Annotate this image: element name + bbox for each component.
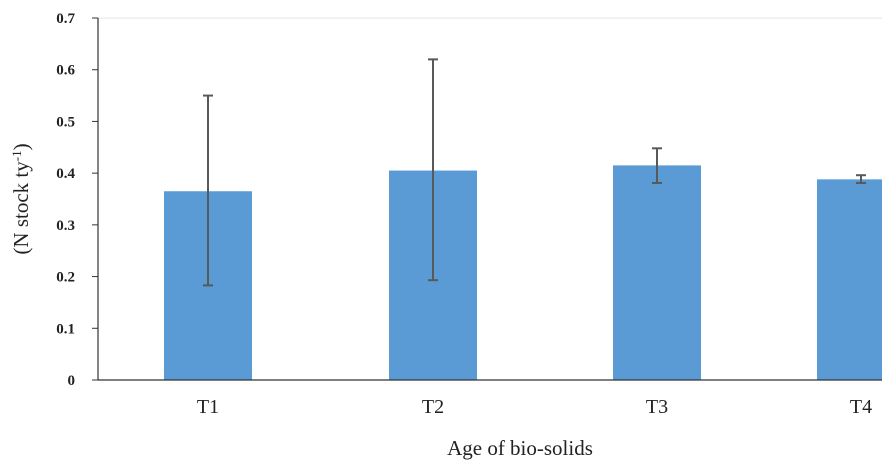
bar-t4: [817, 179, 882, 380]
error-bars-group: [203, 58, 866, 287]
x-labels-group: T1 T2 T3 T4: [197, 396, 872, 418]
x-category-label: T2: [422, 396, 444, 418]
y-axis-title: (N stock ty-1): [9, 143, 33, 254]
y-tick-label: 0.7: [56, 11, 75, 27]
bar-t3: [613, 165, 701, 380]
y-tick-label: 0.1: [56, 321, 75, 337]
bars-group: [164, 165, 882, 380]
x-axis-title: Age of bio-solids: [447, 436, 593, 460]
y-tick-label: 0.4: [56, 166, 75, 182]
y-axis-title-sup: -1: [9, 150, 24, 161]
x-category-label: T4: [850, 396, 872, 418]
y-tick-label: 0.5: [56, 114, 75, 130]
y-axis-title-main: (N stock ty: [9, 161, 33, 255]
x-category-label: T3: [646, 396, 668, 418]
y-tick-label: 0.2: [56, 270, 75, 286]
x-category-label: T1: [197, 396, 219, 418]
y-ticks-group: 0 0.1 0.2 0.3 0.4 0.5 0.6 0.7: [56, 11, 98, 389]
y-tick-label: 0.6: [56, 63, 75, 79]
y-axis-title-tail: ): [9, 143, 33, 150]
y-tick-label: 0.3: [56, 218, 75, 234]
y-tick-label: 0: [68, 373, 76, 389]
